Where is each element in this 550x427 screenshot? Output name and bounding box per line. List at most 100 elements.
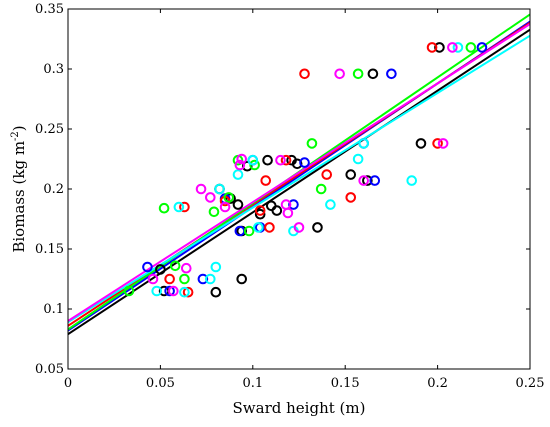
- point-s5-15: [452, 42, 464, 53]
- point-s2-8: [288, 199, 299, 210]
- point-s6-4: [195, 183, 207, 195]
- point-s4-4: [179, 273, 190, 285]
- plot-frame: [67, 8, 531, 370]
- y-tick-label: 0.3: [43, 62, 64, 77]
- point-s6-8: [236, 153, 248, 165]
- point-s6-6: [219, 201, 231, 213]
- point-s4-2: [158, 202, 170, 214]
- point-s2-1: [142, 261, 153, 273]
- point-s3-7: [264, 222, 275, 233]
- point-s5-3: [179, 286, 190, 298]
- point-s6-7: [234, 159, 246, 171]
- point-s2-9: [299, 157, 310, 168]
- point-s6-15: [437, 138, 449, 149]
- point-s1-17: [345, 169, 357, 180]
- x-tick-label: 0.2: [427, 376, 448, 391]
- plot-content: [67, 13, 531, 336]
- point-s1-16: [312, 222, 323, 233]
- point-s4-3: [169, 260, 181, 272]
- point-s5-14: [406, 175, 418, 186]
- point-s3-3: [182, 286, 194, 298]
- point-s1-3: [210, 286, 222, 298]
- point-s6-2: [168, 285, 179, 297]
- y-tick-label: 0.1: [43, 302, 64, 317]
- point-s5-4: [204, 273, 216, 285]
- point-s4-5: [208, 206, 220, 218]
- point-s4-6: [223, 192, 235, 203]
- point-s3-11: [345, 192, 357, 203]
- point-s2-3: [197, 273, 209, 285]
- point-s6-1: [147, 273, 159, 285]
- point-s1-6: [232, 199, 244, 210]
- point-s6-12: [293, 222, 305, 233]
- x-tick-label: 0.05: [146, 376, 175, 391]
- point-s1-9: [241, 160, 253, 172]
- x-tick-label: 0.1: [242, 376, 263, 391]
- x-tick-label: 0.15: [331, 376, 360, 391]
- point-s6-3: [180, 262, 192, 274]
- point-s5-8: [247, 154, 259, 166]
- point-s6-13: [334, 68, 345, 80]
- point-s3-6: [260, 175, 272, 186]
- point-s3-13: [432, 138, 443, 149]
- point-s4-11: [315, 183, 327, 195]
- point-s4-13: [465, 42, 477, 53]
- fit-line-6: [67, 23, 531, 322]
- point-s3-2: [179, 201, 190, 213]
- point-s5-2: [173, 201, 185, 213]
- point-s1-18: [362, 175, 373, 186]
- point-s6-16: [447, 42, 458, 53]
- point-s3-1: [164, 273, 175, 285]
- point-s5-9: [253, 222, 264, 233]
- point-s4-9: [249, 159, 260, 171]
- point-s1-1: [155, 264, 166, 275]
- point-s5-11: [325, 199, 336, 210]
- point-s3-9: [299, 68, 310, 80]
- point-s2-12: [386, 68, 397, 80]
- point-s4-1: [123, 285, 135, 297]
- y-tick-label: 0.05: [35, 362, 64, 377]
- point-s6-9: [275, 154, 286, 166]
- point-s4-8: [243, 225, 255, 237]
- y-axis-label-main: Biomass (kg m: [10, 141, 28, 253]
- point-s2-11: [369, 175, 381, 186]
- point-s1-8: [236, 273, 248, 285]
- x-axis-label: Sward height (m): [233, 399, 366, 417]
- point-s6-11: [282, 207, 294, 219]
- point-s1-13: [271, 205, 283, 216]
- x-tick-label: 0: [64, 376, 72, 391]
- point-s2-2: [164, 285, 175, 297]
- point-s4-10: [306, 138, 318, 149]
- point-s3-5: [254, 205, 266, 216]
- fit-line-1: [67, 28, 531, 336]
- point-s3-8: [280, 154, 292, 166]
- point-s5-5: [210, 261, 222, 273]
- point-s5-1: [151, 285, 163, 297]
- point-s1-21: [434, 42, 445, 53]
- axis-ticks: 0 0.05 0.1 0.15 0.2 0.250.050.10.150.20.250.3…: [35, 2, 544, 391]
- point-s1-12: [265, 200, 277, 212]
- point-s2-13: [476, 42, 488, 53]
- point-s6-14: [358, 175, 369, 186]
- y-tick-label: 0.15: [35, 242, 64, 257]
- point-s5-12: [352, 153, 364, 165]
- y-axis-label-close: ): [10, 125, 28, 131]
- point-s5-7: [232, 169, 244, 180]
- y-tick-label: 0.35: [35, 2, 64, 17]
- y-tick-label: 0.2: [43, 182, 64, 197]
- point-s5-6: [214, 183, 225, 195]
- fit-line-5: [67, 34, 531, 324]
- point-s1-11: [262, 154, 273, 166]
- point-s5-13: [358, 138, 369, 149]
- y-axis-label-superscript: -2: [10, 131, 21, 141]
- point-s1-15: [291, 158, 303, 170]
- point-s6-5: [204, 192, 216, 203]
- point-s3-10: [321, 169, 333, 180]
- y-tick-label: 0.25: [35, 122, 64, 137]
- point-s3-12: [426, 42, 438, 53]
- point-s1-19: [367, 68, 379, 80]
- x-tick-label: 0.25: [516, 376, 545, 391]
- y-axis-label: Biomass (kg m-2): [10, 125, 28, 252]
- point-s1-10: [254, 208, 266, 220]
